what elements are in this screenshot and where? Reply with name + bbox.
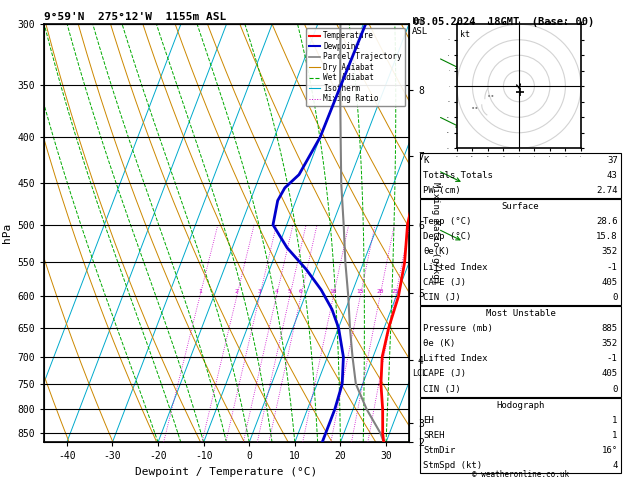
Text: 0: 0 [612, 384, 618, 394]
Text: © weatheronline.co.uk: © weatheronline.co.uk [472, 469, 569, 479]
Text: 1: 1 [612, 431, 618, 440]
Text: km
ASL: km ASL [412, 17, 428, 36]
Text: 3: 3 [258, 289, 262, 295]
Text: Hodograph: Hodograph [496, 401, 545, 410]
Text: 15.8: 15.8 [596, 232, 618, 242]
Text: K: K [423, 156, 429, 165]
Text: 1: 1 [198, 289, 202, 295]
Text: SREH: SREH [423, 431, 445, 440]
Legend: Temperature, Dewpoint, Parcel Trajectory, Dry Adiabat, Wet Adiabat, Isotherm, Mi: Temperature, Dewpoint, Parcel Trajectory… [306, 28, 405, 106]
Text: 9°59'N  275°12'W  1155m ASL: 9°59'N 275°12'W 1155m ASL [44, 12, 226, 22]
Y-axis label: hPa: hPa [2, 223, 12, 243]
Text: 03.05.2024  18GMT  (Base: 00): 03.05.2024 18GMT (Base: 00) [413, 17, 594, 27]
Text: CIN (J): CIN (J) [423, 293, 461, 302]
Text: 4: 4 [274, 289, 278, 295]
Text: StmSpd (kt): StmSpd (kt) [423, 461, 482, 470]
Text: 10: 10 [330, 289, 337, 295]
Text: 405: 405 [601, 369, 618, 379]
Text: 28.6: 28.6 [596, 217, 618, 226]
Text: ••: •• [487, 94, 495, 100]
Text: StmDir: StmDir [423, 446, 455, 455]
Text: LCL: LCL [413, 369, 428, 378]
Text: 16°: 16° [601, 446, 618, 455]
Text: Lifted Index: Lifted Index [423, 354, 488, 364]
Text: 37: 37 [607, 156, 618, 165]
Y-axis label: Mixing Ratio (g/kg): Mixing Ratio (g/kg) [431, 182, 440, 284]
Text: 0: 0 [612, 293, 618, 302]
Text: Lifted Index: Lifted Index [423, 262, 488, 272]
Text: ••: •• [471, 106, 480, 112]
Text: θe(K): θe(K) [423, 247, 450, 257]
Text: θe (K): θe (K) [423, 339, 455, 348]
X-axis label: Dewpoint / Temperature (°C): Dewpoint / Temperature (°C) [135, 467, 318, 477]
Text: Surface: Surface [502, 202, 539, 211]
Text: -1: -1 [607, 354, 618, 364]
Text: Most Unstable: Most Unstable [486, 309, 555, 318]
Text: 2: 2 [235, 289, 238, 295]
Text: Dewp (°C): Dewp (°C) [423, 232, 472, 242]
Text: 352: 352 [601, 247, 618, 257]
Text: 15: 15 [357, 289, 364, 295]
Text: CIN (J): CIN (J) [423, 384, 461, 394]
Text: Totals Totals: Totals Totals [423, 171, 493, 180]
Text: Temp (°C): Temp (°C) [423, 217, 472, 226]
Text: 352: 352 [601, 339, 618, 348]
Text: 43: 43 [607, 171, 618, 180]
Text: PW (cm): PW (cm) [423, 186, 461, 195]
Text: -1: -1 [607, 262, 618, 272]
Text: CAPE (J): CAPE (J) [423, 369, 466, 379]
Text: kt: kt [460, 31, 470, 39]
Text: 20: 20 [376, 289, 384, 295]
Text: 25: 25 [392, 289, 399, 295]
Text: 1: 1 [612, 416, 618, 425]
Text: 4: 4 [612, 461, 618, 470]
Text: 6: 6 [299, 289, 303, 295]
Text: EH: EH [423, 416, 434, 425]
Text: CAPE (J): CAPE (J) [423, 278, 466, 287]
Text: 405: 405 [601, 278, 618, 287]
Text: 5: 5 [288, 289, 292, 295]
Text: 885: 885 [601, 324, 618, 333]
Text: 2.74: 2.74 [596, 186, 618, 195]
Text: Pressure (mb): Pressure (mb) [423, 324, 493, 333]
